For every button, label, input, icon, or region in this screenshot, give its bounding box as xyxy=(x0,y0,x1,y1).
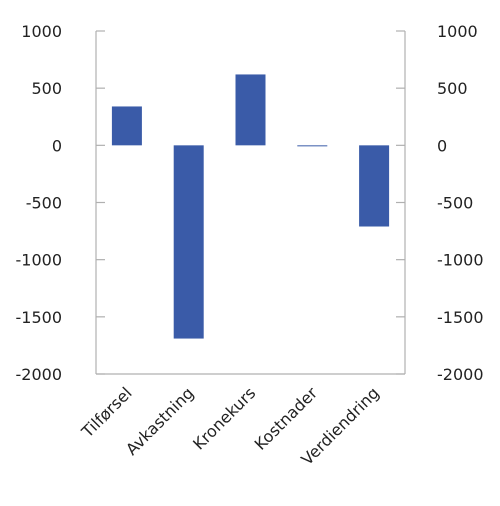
x-axis-category-labels: TilførselAvkastningKronekursKostnaderVer… xyxy=(77,383,383,469)
y-tick-label-left: -1500 xyxy=(16,308,63,327)
y-tick-label-right: 1000 xyxy=(437,22,478,41)
y-tick-label-left: -2000 xyxy=(16,365,63,384)
x-tick-label: Kronekurs xyxy=(189,383,259,453)
y-tick-label-right: 0 xyxy=(437,136,447,155)
x-tick-label: Tilførsel xyxy=(77,383,136,442)
y-tick-label-left: 0 xyxy=(52,136,62,155)
bar-tilførsel xyxy=(111,106,142,146)
y-tick-label-right: -1000 xyxy=(437,251,484,270)
y-tick-label-right: -500 xyxy=(437,194,473,213)
bar-series xyxy=(111,74,390,339)
y-tick-label-left: -1000 xyxy=(16,251,63,270)
y-tick-label-left: 1000 xyxy=(21,22,62,41)
bar-kronekurs xyxy=(235,74,266,146)
bar-kostnader xyxy=(297,145,328,147)
y-axis-left-ticks: 1000 500 0 -500 -1000 -1500 -2000 xyxy=(16,22,105,384)
y-tick-label-right: 500 xyxy=(437,79,468,98)
y-tick-label-left: -500 xyxy=(26,194,62,213)
bar-avkastning xyxy=(173,145,204,339)
y-tick-label-right: -2000 xyxy=(437,365,484,384)
bar-verdiendring xyxy=(359,145,390,227)
y-axis-right-ticks: 1000 500 0 -500 -1000 -1500 -2000 xyxy=(396,22,484,384)
y-tick-label-right: -1500 xyxy=(437,308,484,327)
y-tick-label-left: 500 xyxy=(31,79,62,98)
